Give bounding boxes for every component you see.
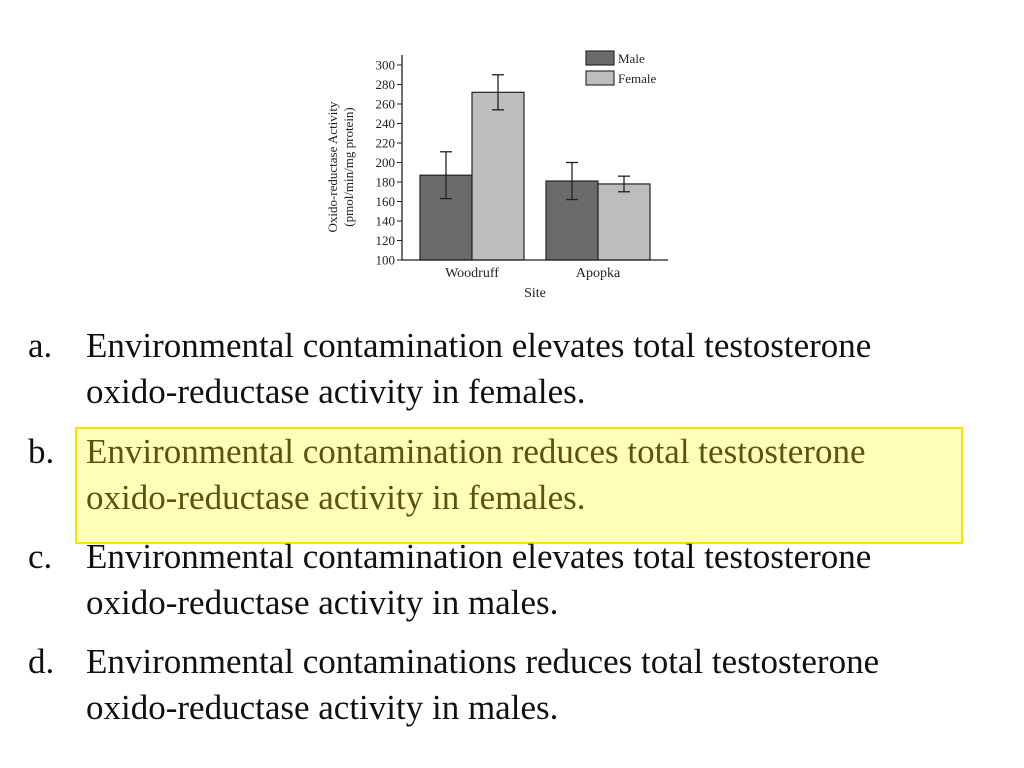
legend-label: Male xyxy=(618,51,645,66)
x-axis-label: Site xyxy=(524,286,546,301)
option-text-line: Environmental contaminations reduces tot… xyxy=(86,642,880,681)
x-tick-label: Apopka xyxy=(576,266,621,281)
option-letter: c. xyxy=(28,537,53,576)
option-letter: a. xyxy=(28,326,53,365)
option-text-line: oxido-reductase activity in males. xyxy=(86,688,559,727)
option-text-line: Environmental contamination elevates tot… xyxy=(86,537,872,576)
y-tick-label: 180 xyxy=(376,175,396,190)
option-text-line: oxido-reductase activity in males. xyxy=(86,583,559,622)
option-text-line: Environmental contamination reduces tota… xyxy=(86,432,866,471)
bar xyxy=(597,183,651,261)
option-text: Environmental contaminations reduces tot… xyxy=(86,639,1016,731)
y-tick-label: 280 xyxy=(376,77,396,92)
y-tick-label: 200 xyxy=(376,155,396,170)
highlight-box xyxy=(75,427,963,544)
option-text-line: Environmental contamination elevates tot… xyxy=(86,326,872,365)
y-axis-label-line-2: (pmol/min/mg protein) xyxy=(341,107,356,227)
legend: Male Female xyxy=(585,50,656,86)
legend-swatch xyxy=(585,70,615,86)
option-text: Environmental contamination elevates tot… xyxy=(86,323,1016,415)
option-text-line: oxido-reductase activity in females. xyxy=(86,372,586,411)
x-tick-label: Woodruff xyxy=(445,266,499,281)
option-letter: b. xyxy=(28,432,55,471)
y-tick-label: 240 xyxy=(376,116,396,131)
y-tick-label: 220 xyxy=(376,136,396,151)
y-axis-ticks: 100 120 140 160 180 200 220 240 260 280 300 xyxy=(376,58,402,268)
y-tick-label: 100 xyxy=(376,253,396,268)
y-tick-label: 260 xyxy=(376,97,396,112)
x-axis-tick-labels: Woodruff Apopka xyxy=(445,266,621,281)
y-tick-label: 300 xyxy=(376,58,396,73)
y-tick-label: 120 xyxy=(376,233,396,248)
option-text: Environmental contamination elevates tot… xyxy=(86,534,1016,626)
legend-label: Female xyxy=(618,71,656,86)
legend-swatch xyxy=(585,50,615,66)
option-letter: d. xyxy=(28,642,55,681)
option-text-line: oxido-reductase activity in females. xyxy=(86,478,586,517)
y-axis-label-line-1: Oxido-reductase Activity xyxy=(325,101,340,233)
error-bars xyxy=(440,74,630,201)
y-tick-label: 140 xyxy=(376,214,396,229)
bar-chart: 100 120 140 160 180 200 220 240 260 280 300 Woodru… xyxy=(325,50,668,301)
y-tick-label: 160 xyxy=(376,194,396,209)
option-text: Environmental contamination reduces tota… xyxy=(86,429,1016,521)
